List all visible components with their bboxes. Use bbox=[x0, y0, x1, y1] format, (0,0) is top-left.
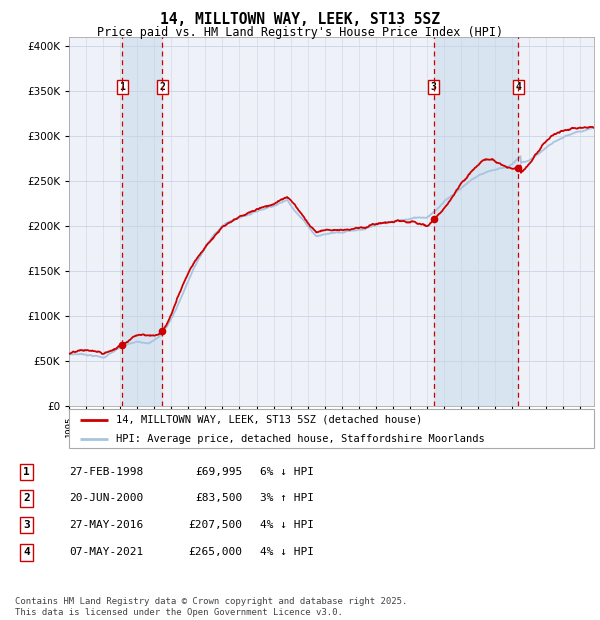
Text: 4% ↓ HPI: 4% ↓ HPI bbox=[260, 520, 314, 530]
Text: £69,995: £69,995 bbox=[195, 467, 242, 477]
Text: 4: 4 bbox=[23, 547, 30, 557]
Text: £83,500: £83,500 bbox=[195, 494, 242, 503]
Bar bbox=[434, 37, 518, 406]
Text: 14, MILLTOWN WAY, LEEK, ST13 5SZ (detached house): 14, MILLTOWN WAY, LEEK, ST13 5SZ (detach… bbox=[116, 415, 422, 425]
Bar bbox=[122, 37, 162, 406]
Text: £207,500: £207,500 bbox=[188, 520, 242, 530]
Text: 4% ↓ HPI: 4% ↓ HPI bbox=[260, 547, 314, 557]
Text: HPI: Average price, detached house, Staffordshire Moorlands: HPI: Average price, detached house, Staf… bbox=[116, 434, 485, 444]
Text: 2: 2 bbox=[160, 82, 165, 92]
Text: 07-MAY-2021: 07-MAY-2021 bbox=[70, 547, 144, 557]
Text: 6% ↓ HPI: 6% ↓ HPI bbox=[260, 467, 314, 477]
Text: 27-FEB-1998: 27-FEB-1998 bbox=[70, 467, 144, 477]
Text: Contains HM Land Registry data © Crown copyright and database right 2025.
This d: Contains HM Land Registry data © Crown c… bbox=[15, 598, 407, 617]
Text: 14, MILLTOWN WAY, LEEK, ST13 5SZ: 14, MILLTOWN WAY, LEEK, ST13 5SZ bbox=[160, 12, 440, 27]
Text: Price paid vs. HM Land Registry's House Price Index (HPI): Price paid vs. HM Land Registry's House … bbox=[97, 26, 503, 39]
Text: 4: 4 bbox=[515, 82, 521, 92]
Text: 2: 2 bbox=[23, 494, 30, 503]
Text: 27-MAY-2016: 27-MAY-2016 bbox=[70, 520, 144, 530]
Text: 3: 3 bbox=[23, 520, 30, 530]
Text: 1: 1 bbox=[119, 82, 125, 92]
Text: 3% ↑ HPI: 3% ↑ HPI bbox=[260, 494, 314, 503]
Text: 3: 3 bbox=[431, 82, 437, 92]
Text: £265,000: £265,000 bbox=[188, 547, 242, 557]
Text: 20-JUN-2000: 20-JUN-2000 bbox=[70, 494, 144, 503]
Text: 1: 1 bbox=[23, 467, 30, 477]
